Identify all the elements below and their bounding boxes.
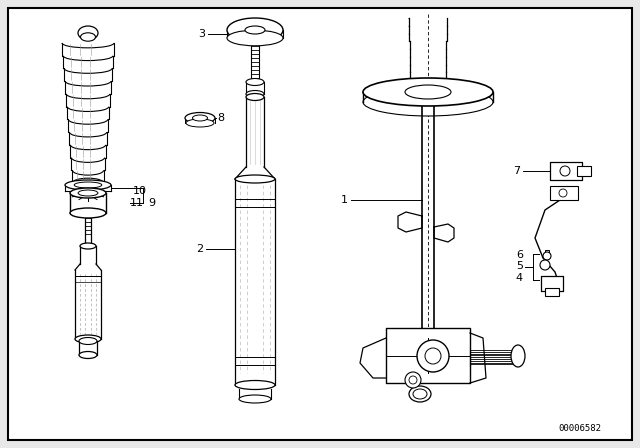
- Text: 3: 3: [198, 29, 205, 39]
- Text: 00006582: 00006582: [559, 423, 602, 432]
- Ellipse shape: [246, 94, 264, 100]
- Ellipse shape: [70, 208, 106, 218]
- Text: 6: 6: [516, 250, 523, 260]
- Polygon shape: [360, 338, 386, 378]
- Text: 4: 4: [516, 273, 523, 283]
- Text: 10: 10: [133, 186, 147, 196]
- Ellipse shape: [235, 175, 275, 183]
- Circle shape: [540, 260, 550, 270]
- Ellipse shape: [78, 190, 98, 196]
- Ellipse shape: [75, 335, 101, 343]
- Bar: [545, 250, 549, 256]
- Text: 7: 7: [513, 166, 520, 176]
- Bar: [386, 328, 470, 383]
- Text: 11: 11: [130, 198, 144, 208]
- Ellipse shape: [227, 30, 283, 46]
- Ellipse shape: [363, 78, 493, 106]
- Ellipse shape: [70, 188, 106, 198]
- Text: 9: 9: [148, 198, 155, 208]
- Polygon shape: [470, 333, 486, 383]
- Ellipse shape: [79, 352, 97, 358]
- Ellipse shape: [246, 90, 264, 98]
- Circle shape: [560, 166, 570, 176]
- Ellipse shape: [363, 88, 493, 116]
- Circle shape: [559, 189, 567, 197]
- Ellipse shape: [239, 395, 271, 403]
- Ellipse shape: [81, 33, 95, 41]
- Bar: [550, 186, 578, 200]
- Text: 5: 5: [516, 261, 523, 271]
- Bar: [545, 288, 559, 296]
- Circle shape: [543, 252, 551, 260]
- Ellipse shape: [78, 26, 98, 40]
- Ellipse shape: [79, 337, 97, 345]
- Bar: [550, 162, 582, 180]
- Ellipse shape: [74, 182, 102, 188]
- Ellipse shape: [227, 18, 283, 42]
- Ellipse shape: [246, 78, 264, 86]
- Circle shape: [425, 348, 441, 364]
- Polygon shape: [398, 212, 422, 232]
- Bar: [577, 166, 591, 176]
- Ellipse shape: [405, 85, 451, 99]
- Ellipse shape: [511, 345, 525, 367]
- Text: 1: 1: [341, 195, 348, 205]
- Ellipse shape: [65, 180, 111, 190]
- Circle shape: [409, 376, 417, 384]
- Text: 2: 2: [196, 244, 203, 254]
- Ellipse shape: [409, 386, 431, 402]
- Polygon shape: [434, 224, 454, 242]
- Ellipse shape: [413, 389, 427, 399]
- Circle shape: [405, 372, 421, 388]
- Ellipse shape: [80, 243, 96, 249]
- Ellipse shape: [186, 119, 214, 127]
- Ellipse shape: [245, 26, 265, 34]
- Bar: [409, 18, 447, 88]
- Ellipse shape: [185, 112, 215, 124]
- Bar: [541, 276, 563, 291]
- Ellipse shape: [235, 380, 275, 389]
- Ellipse shape: [193, 115, 207, 121]
- Circle shape: [417, 340, 449, 372]
- Text: 8: 8: [217, 113, 224, 123]
